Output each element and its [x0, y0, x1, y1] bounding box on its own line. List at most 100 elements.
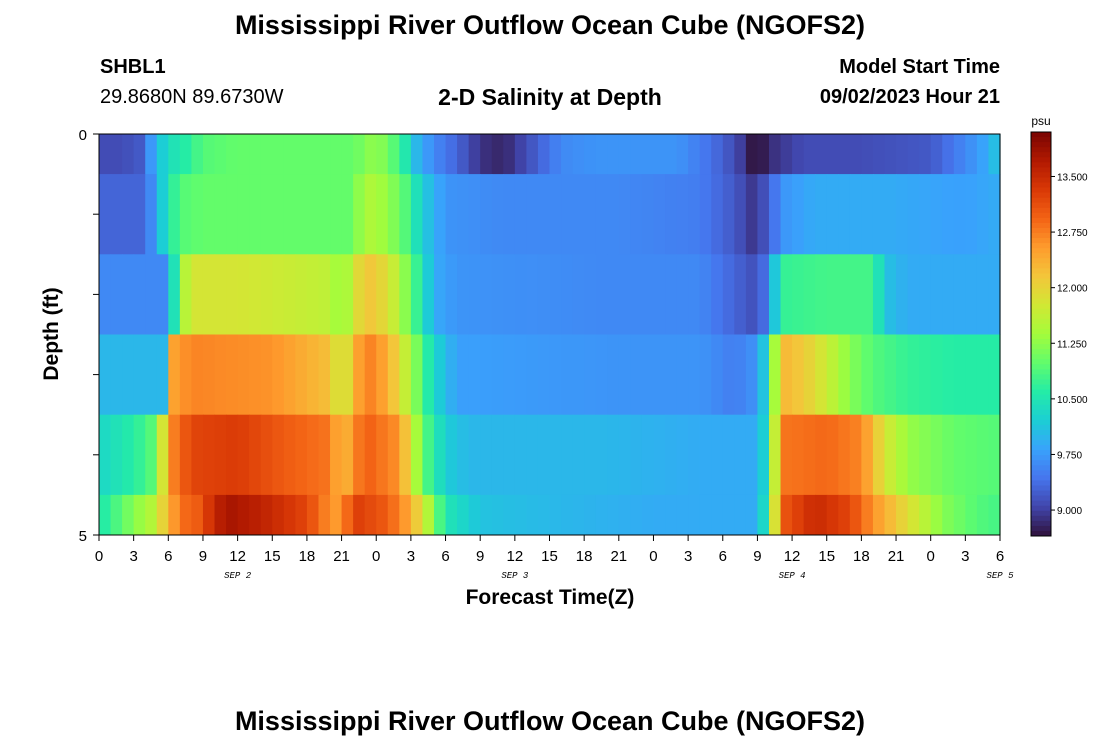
heatmap-cell — [665, 134, 678, 175]
heatmap-cell — [168, 334, 181, 416]
date-label: SEP 5 — [986, 571, 1014, 581]
x-tick-label: 21 — [610, 548, 627, 565]
heatmap-cell — [641, 334, 655, 416]
heatmap-cell — [572, 494, 585, 536]
date-label: SEP 4 — [779, 571, 806, 581]
heatmap-cell — [665, 254, 678, 335]
heatmap-cell — [780, 254, 793, 335]
heatmap-cell — [191, 494, 204, 536]
heatmap-cell — [249, 254, 262, 335]
heatmap-cell — [433, 254, 447, 335]
heatmap-cell — [445, 494, 458, 536]
heatmap-cell — [214, 134, 227, 175]
x-tick-label: 12 — [229, 548, 246, 565]
colorbar-segment — [1031, 227, 1051, 234]
heatmap-cell — [699, 414, 712, 496]
colorbar-segment — [1031, 308, 1051, 315]
heatmap-cell — [653, 414, 666, 496]
heatmap-cell — [653, 494, 666, 536]
heatmap-cell — [549, 254, 562, 335]
station-coordinates: 29.8680N 89.6730W — [100, 86, 284, 108]
model-start-label: Model Start Time — [839, 56, 1000, 78]
heatmap-cell — [872, 254, 886, 335]
heatmap-cell — [607, 254, 620, 335]
colorbar-segment — [1031, 530, 1051, 537]
heatmap-cell — [410, 494, 424, 536]
heatmap-cell — [688, 494, 701, 536]
heatmap-cell — [168, 254, 181, 335]
heatmap-cell — [976, 134, 990, 175]
heatmap-cell — [849, 334, 862, 416]
heatmap-cell — [815, 414, 828, 496]
colorbar-tick-label: 9.750 — [1057, 450, 1082, 461]
heatmap-cell — [965, 134, 978, 175]
heatmap-cell — [364, 254, 377, 335]
colorbar-segment — [1031, 465, 1051, 471]
colorbar-segment — [1031, 212, 1051, 219]
heatmap-cell — [953, 414, 966, 496]
colorbar-segment — [1031, 258, 1051, 264]
heatmap-cell — [930, 254, 943, 335]
heatmap-cell — [249, 134, 262, 175]
heatmap-cell — [907, 494, 920, 536]
heatmap-cell — [792, 334, 805, 416]
heatmap-cell — [896, 134, 909, 175]
heatmap-cell — [584, 174, 597, 255]
heatmap-cell — [168, 414, 181, 496]
colorbar-segment — [1031, 283, 1051, 290]
heatmap-cell — [191, 254, 204, 335]
heatmap-cell — [376, 494, 389, 536]
colorbar-segment — [1031, 238, 1051, 244]
colorbar-segment — [1031, 369, 1051, 375]
heatmap-cell — [942, 334, 955, 416]
model-start-value: 09/02/2023 Hour 21 — [819, 86, 1000, 108]
colorbar-tick-label: 12.000 — [1057, 284, 1088, 295]
heatmap-cell — [145, 494, 158, 536]
heatmap-cell — [341, 254, 354, 335]
x-tick-label: 3 — [407, 548, 415, 565]
colorbar-unit-label: psu — [1031, 114, 1050, 128]
colorbar-segment — [1031, 450, 1051, 456]
x-tick-label: 21 — [333, 548, 350, 565]
heatmap-cell — [376, 174, 389, 255]
heatmap-cell — [202, 254, 216, 335]
heatmap-cell — [965, 494, 978, 536]
heatmap-cell — [364, 134, 377, 175]
heatmap-cell — [341, 334, 354, 416]
colorbar-segment — [1031, 409, 1051, 416]
heatmap-cell — [480, 254, 493, 335]
heatmap-cell — [641, 494, 655, 536]
heatmap-cell — [457, 334, 470, 416]
heatmap-cell — [584, 254, 597, 335]
heatmap-cell — [953, 174, 966, 255]
heatmap-cell — [572, 334, 585, 416]
colorbar-segment — [1031, 520, 1051, 527]
heatmap-cell — [595, 334, 608, 416]
heatmap-cell — [433, 134, 447, 175]
heatmap-cell — [260, 334, 273, 416]
heatmap-cell — [283, 134, 296, 175]
colorbar-segment — [1031, 359, 1051, 365]
heatmap-cell — [861, 254, 874, 335]
heatmap-cell — [653, 334, 666, 416]
heatmap-cell — [422, 334, 435, 416]
heatmap-cell — [653, 174, 666, 255]
heatmap-cell — [896, 334, 909, 416]
x-tick-label: 9 — [753, 548, 761, 565]
heatmap-cell — [653, 134, 666, 175]
heatmap-cell — [722, 174, 735, 255]
heatmap-cell — [156, 174, 169, 255]
heatmap-cell — [803, 494, 816, 536]
heatmap-cell — [156, 134, 169, 175]
heatmap-cell — [457, 414, 470, 496]
heatmap-cell — [503, 494, 516, 536]
heatmap-cell — [988, 494, 1001, 536]
heatmap-cell — [110, 134, 123, 175]
heatmap-cell — [318, 254, 331, 335]
heatmap-cell — [168, 174, 181, 255]
heatmap-cell — [468, 334, 481, 416]
heatmap-cell — [849, 414, 862, 496]
heatmap-cell — [768, 254, 782, 335]
heatmap-cell — [214, 174, 227, 255]
heatmap-cell — [283, 414, 296, 496]
